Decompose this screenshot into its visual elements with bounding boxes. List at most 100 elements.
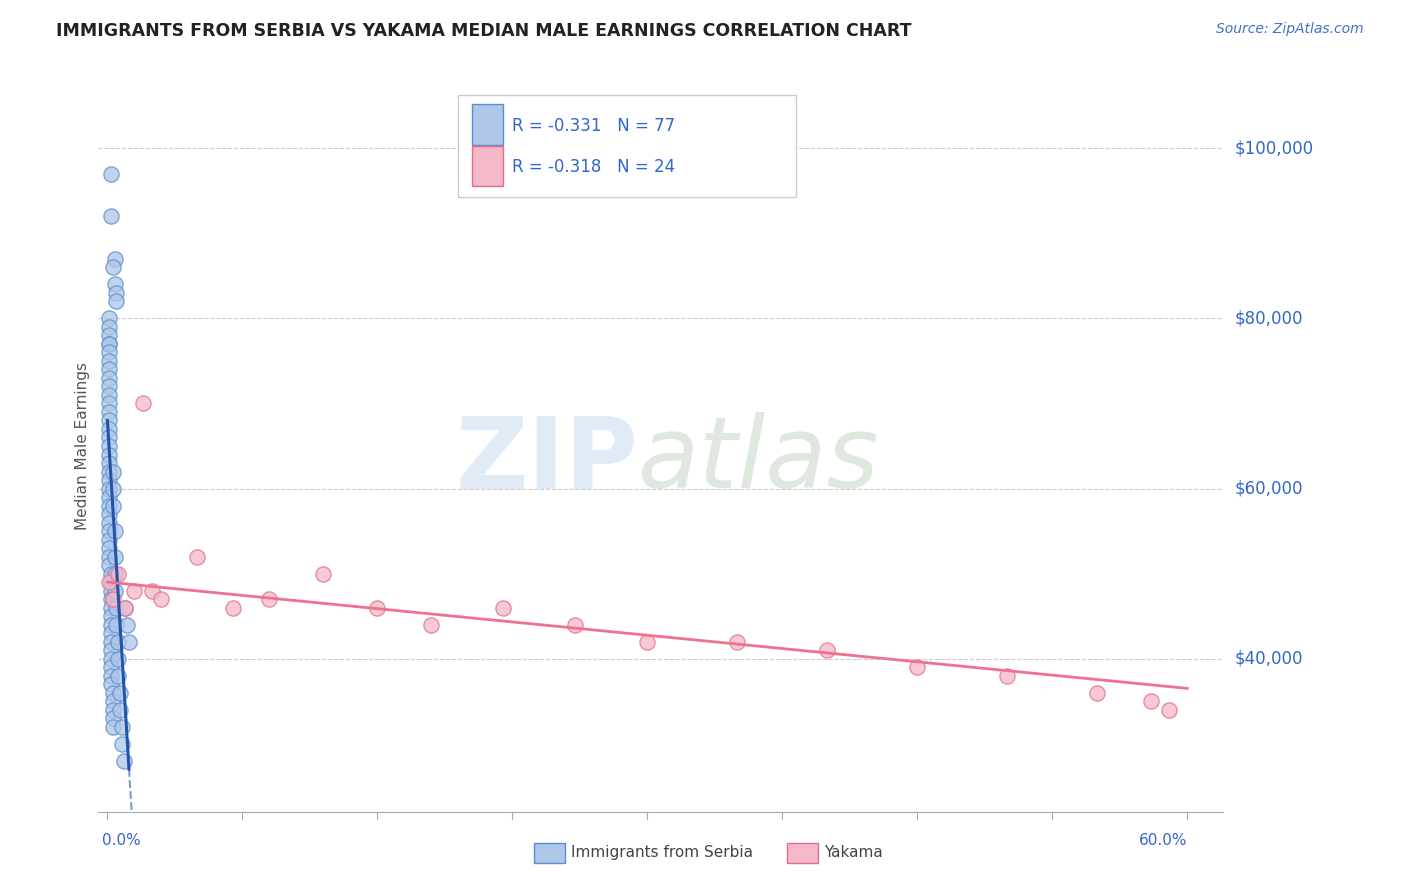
Point <box>98 507 121 521</box>
Point <box>100 210 122 224</box>
Point <box>100 634 122 648</box>
Point <box>118 634 141 648</box>
Point <box>104 252 127 266</box>
Point <box>101 260 124 275</box>
Point <box>105 617 128 632</box>
Point <box>98 516 121 530</box>
Point <box>100 583 122 598</box>
Point <box>101 703 124 717</box>
Point <box>98 499 121 513</box>
Point <box>100 651 122 665</box>
Text: $100,000: $100,000 <box>1234 139 1313 157</box>
Point <box>100 600 122 615</box>
Point <box>104 566 127 581</box>
Point <box>98 575 121 590</box>
Text: IMMIGRANTS FROM SERBIA VS YAKAMA MEDIAN MALE EARNINGS CORRELATION CHART: IMMIGRANTS FROM SERBIA VS YAKAMA MEDIAN … <box>56 22 911 40</box>
Point <box>114 600 136 615</box>
Point <box>107 668 129 682</box>
Point <box>100 617 122 632</box>
Point <box>101 711 124 725</box>
Point <box>259 592 281 607</box>
Text: R = -0.331   N = 77: R = -0.331 N = 77 <box>512 117 675 135</box>
Point <box>104 583 127 598</box>
Point <box>905 660 928 674</box>
Point <box>101 686 124 700</box>
Point <box>1140 694 1163 708</box>
Text: Yakama: Yakama <box>824 846 883 860</box>
Point <box>1159 703 1181 717</box>
Point <box>105 600 128 615</box>
Text: ZIP: ZIP <box>456 412 638 509</box>
Text: Source: ZipAtlas.com: Source: ZipAtlas.com <box>1216 22 1364 37</box>
Point <box>98 439 121 453</box>
Point <box>564 617 586 632</box>
Point <box>98 482 121 496</box>
Point <box>98 379 121 393</box>
Point <box>141 583 163 598</box>
Point <box>636 634 658 648</box>
Point <box>114 600 136 615</box>
Point <box>150 592 173 607</box>
Point <box>98 549 121 564</box>
Point <box>98 490 121 504</box>
FancyBboxPatch shape <box>472 104 503 145</box>
Point <box>101 482 124 496</box>
Point <box>100 592 122 607</box>
Point <box>98 541 121 555</box>
Point <box>98 465 121 479</box>
Point <box>725 634 748 648</box>
Point <box>100 677 122 691</box>
Point <box>104 549 127 564</box>
Point <box>98 354 121 368</box>
Point <box>98 362 121 376</box>
Point <box>98 396 121 410</box>
Point <box>100 660 122 674</box>
Point <box>98 320 121 334</box>
Point <box>98 430 121 444</box>
Point <box>98 337 121 351</box>
FancyBboxPatch shape <box>458 95 796 197</box>
Point <box>100 575 122 590</box>
Text: $80,000: $80,000 <box>1234 310 1303 327</box>
Text: 60.0%: 60.0% <box>1139 833 1187 848</box>
Point <box>98 311 121 326</box>
Point <box>104 524 127 538</box>
Point <box>98 558 121 572</box>
Point <box>98 371 121 385</box>
Point <box>100 609 122 624</box>
Point <box>815 643 838 657</box>
Point <box>101 720 124 734</box>
Point <box>107 634 129 648</box>
Text: Immigrants from Serbia: Immigrants from Serbia <box>571 846 752 860</box>
Point <box>112 754 135 768</box>
Point <box>1085 686 1108 700</box>
Point <box>98 328 121 343</box>
Point <box>101 465 124 479</box>
Text: $40,000: $40,000 <box>1234 649 1303 667</box>
Point <box>132 396 155 410</box>
Y-axis label: Median Male Earnings: Median Male Earnings <box>75 362 90 530</box>
Point <box>98 345 121 359</box>
FancyBboxPatch shape <box>472 146 503 186</box>
Point <box>105 285 128 300</box>
Point <box>100 626 122 640</box>
Point <box>107 566 129 581</box>
Point <box>366 600 388 615</box>
Point <box>104 277 127 292</box>
Text: $60,000: $60,000 <box>1234 480 1303 498</box>
Point <box>222 600 245 615</box>
Point <box>186 549 208 564</box>
Point <box>98 405 121 419</box>
Point <box>101 694 124 708</box>
Point <box>124 583 146 598</box>
Point <box>98 456 121 470</box>
Point <box>100 167 122 181</box>
Point <box>107 651 129 665</box>
Point <box>101 592 124 607</box>
Point <box>98 422 121 436</box>
Point <box>420 617 443 632</box>
Point <box>101 499 124 513</box>
Point <box>108 686 131 700</box>
Point <box>100 643 122 657</box>
Point <box>98 388 121 402</box>
